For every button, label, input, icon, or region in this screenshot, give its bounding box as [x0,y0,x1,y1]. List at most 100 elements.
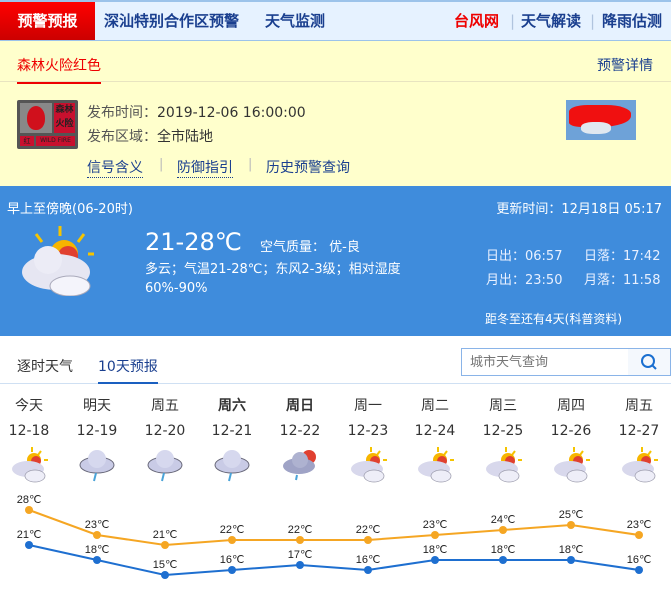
city-search-input[interactable] [461,348,629,376]
high-temp-label: 22℃ [220,524,245,536]
day-date: 12-25 [482,423,524,439]
tab-10-day[interactable]: 10天预报 [98,356,158,384]
high-temp-label: 22℃ [288,524,313,536]
partly-cloudy-icon [554,447,590,483]
warning-tab[interactable]: 森林火险红色 [17,55,101,84]
forecast-day: 今天 12-18 [0,390,63,490]
search-icon [641,354,657,370]
day-date: 12-23 [347,423,389,439]
forecast-day: 周五 12-27 [605,390,671,490]
high-temp-point [296,536,304,544]
day-name: 周四 [557,398,585,414]
high-temp-point [635,531,643,539]
nav-weather-analysis[interactable]: 天气解读 [521,12,582,30]
forecast-day: 周三 12-25 [469,390,537,490]
nav-typhoon[interactable]: 台风网 [454,12,500,30]
day-name: 周一 [354,398,382,414]
nav-weather-monitor[interactable]: 天气监测 [265,12,326,30]
day-date: 12-20 [144,423,186,439]
day-name: 周日 [286,398,314,414]
divider: | [590,12,596,30]
partly-cloudy-icon [22,226,94,296]
forecast-day: 周五 12-20 [131,390,199,490]
low-temp-point [296,561,304,569]
high-temp-label: 23℃ [423,519,448,531]
low-temp-label: 21℃ [17,529,42,541]
low-temp-point [161,571,169,579]
nav-rain-estimate[interactable]: 降雨估测 [602,12,663,30]
moonset: 月落：11:58 [584,273,661,288]
low-temp-point [25,541,33,549]
low-temp-label: 18℃ [423,544,448,556]
warning-detail-link[interactable]: 预警详情 [597,58,653,74]
forecast-day: 周四 12-26 [537,390,605,490]
low-temp-label: 18℃ [85,544,110,556]
search-button[interactable] [628,348,671,376]
partly-cloudy-icon [351,447,387,483]
defense-guide-link[interactable]: 防御指引 [177,157,233,178]
day-name: 周六 [218,398,246,414]
current-weather-panel: 早上至傍晚(06-20时) 更新时间：12月18日 05:17 21-28℃ 空… [0,186,671,336]
high-temp-label: 22℃ [356,524,381,536]
publish-area: 发布区域：全市陆地 [87,129,213,145]
low-temp-point [228,566,236,574]
light-rain-icon [147,450,183,482]
solar-term-link[interactable]: 距冬至还有4天(科普资料) [485,312,622,326]
high-temp-point [228,536,236,544]
low-temp-label: 16℃ [627,554,652,566]
sunrise: 日出：06:57 [486,249,563,264]
warning-panel: 森林火险红色 预警详情 森林 火险 红 WILD FIRE 发布时间：2019-1… [0,41,671,186]
day-date: 12-18 [8,423,50,439]
day-name: 周二 [421,398,449,414]
day-date: 12-27 [618,423,660,439]
high-temp-point [567,521,575,529]
day-date: 12-21 [211,423,253,439]
nav-tab-warning[interactable]: 预警预报 [0,2,95,40]
forecast-day: 明天 12-19 [63,390,131,490]
high-temp-label: 21℃ [153,529,178,541]
forecast-day: 周一 12-23 [334,390,402,490]
air-quality: 空气质量： 优-良 [260,240,360,255]
high-temp-point [25,506,33,514]
nav-shanwei-warning[interactable]: 深汕特别合作区预警 [104,12,240,30]
history-warning-link[interactable]: 历史预警查询 [266,160,350,176]
low-temp-label: 16℃ [220,554,245,566]
forecast-day: 周二 12-24 [401,390,469,490]
day-name: 周三 [489,398,517,414]
day-date: 12-19 [76,423,118,439]
divider [0,81,671,82]
light-rain-icon [79,450,115,482]
divider: | [510,12,516,30]
day-date: 12-26 [550,423,592,439]
low-temp-point [431,556,439,564]
day-date: 12-24 [414,423,456,439]
top-nav: 预警预报 深汕特别合作区预警 天气监测 台风网 | 天气解读 | 降雨估测 [0,0,671,41]
high-temp-label: 24℃ [491,514,516,526]
high-temp-line [28,509,640,547]
publish-time: 发布时间：2019-12-06 16:00:00 [87,105,306,121]
day-name: 今天 [15,398,43,414]
divider: | [159,157,164,172]
warning-area-map[interactable] [566,100,636,140]
low-temp-point [635,566,643,574]
forecast-tabs: 逐时天气 10天预报 [0,336,671,384]
high-temp-point [431,531,439,539]
forecast-day: 周日 12-22 [266,390,334,490]
weather-description: 多云；气温21-28℃；东风2-3级；相对湿度60%-90% [145,262,401,296]
light-rain-icon [214,450,250,482]
partly-cloudy-icon [622,447,658,483]
partly-cloudy-icon [486,447,522,483]
moonrise: 月出：23:50 [486,273,563,288]
signal-meaning-link[interactable]: 信号含义 [87,157,143,178]
ten-day-forecast: 今天 12-18 明天 12-19 周五 12-20 周六 12-21 周日 1… [0,390,671,594]
low-temp-label: 18℃ [491,544,516,556]
low-temp-point [499,556,507,564]
day-name: 周五 [625,398,653,414]
sunset: 日落：17:42 [584,249,661,264]
high-temp-point [364,536,372,544]
low-temp-label: 17℃ [288,549,313,561]
low-temp-point [567,556,575,564]
tab-hourly[interactable]: 逐时天气 [17,359,73,375]
day-name: 明天 [83,398,111,414]
cloudy-rain-icon [283,450,316,481]
